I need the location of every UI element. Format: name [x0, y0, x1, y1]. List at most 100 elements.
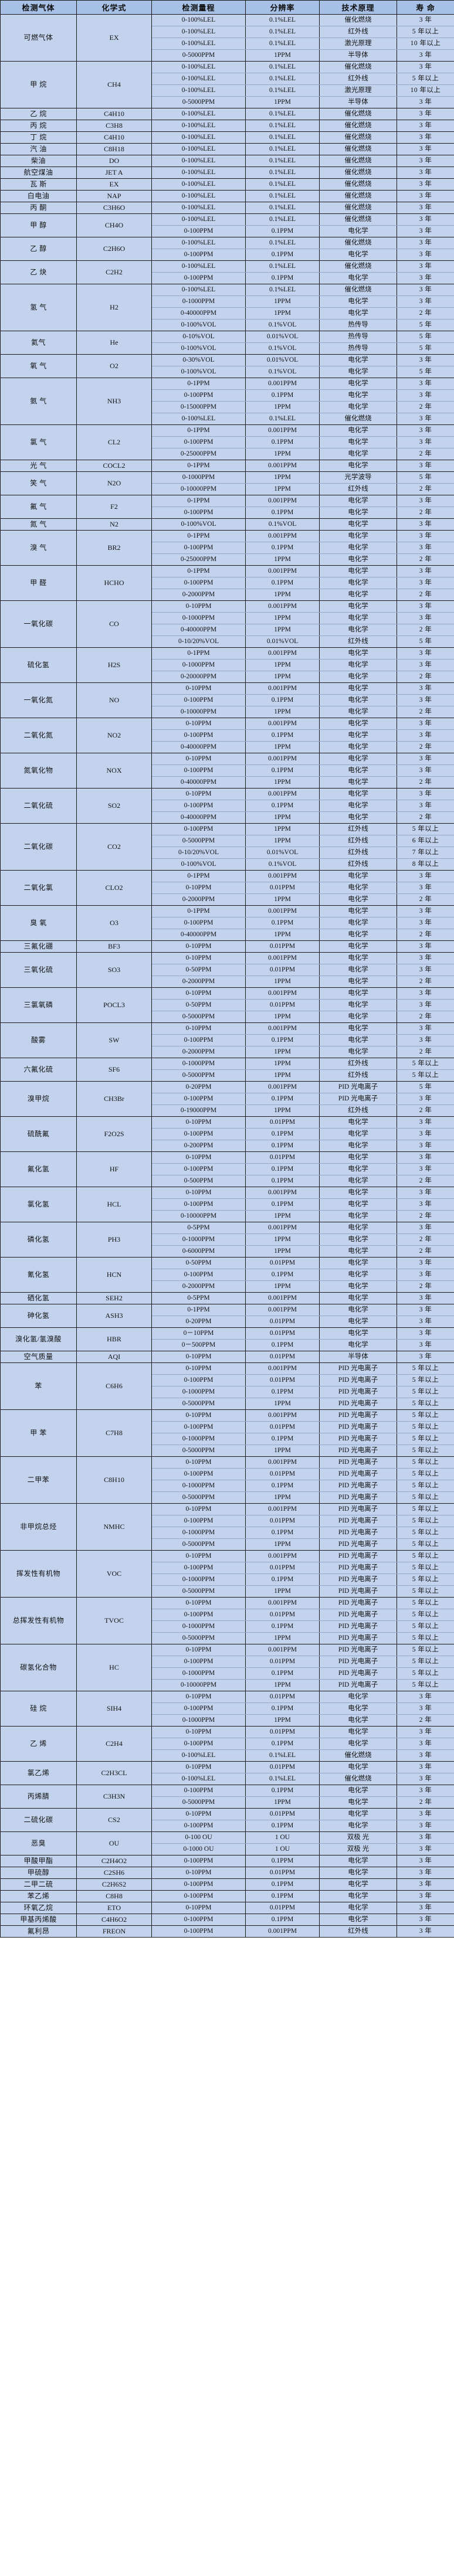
table-row: 二氧化碳 CO2 0-100PPM 1PPM 红外线 5 年以上	[0, 823, 454, 871]
cell-resolution: 0.1%LEL	[245, 108, 320, 120]
cell-gas-name: 臭 氧	[0, 905, 77, 941]
cell-technology: 电化学	[319, 741, 397, 753]
cell-lifetime: 2 年	[397, 776, 454, 789]
cell-gas-name: 乙 炔	[0, 260, 77, 284]
table-row: 0-25000PPM 1PPM 电化学 2 年	[1, 448, 454, 460]
cell-resolution: 1PPM	[245, 483, 320, 495]
cell-technology: 双极 光	[319, 1843, 397, 1855]
cell-detection-range: 0-100%VOL	[151, 518, 246, 531]
cell-chemical-formula: NO2	[76, 718, 152, 753]
cell-lifetime: 2 年	[397, 741, 454, 753]
cell-lifetime: 5 年以上	[397, 1620, 454, 1633]
cell-gas-name: 碳氢化合物	[0, 1644, 77, 1691]
cell-detection-range: 0-1000PPM	[151, 1527, 246, 1539]
cell-resolution: 0.1%LEL	[245, 166, 320, 179]
table-row: 0-10000PPM 1PPM 电化学 2 年	[1, 1210, 454, 1222]
table-row: 0-100PPM 0.1PPM 电化学 3 年	[1, 1198, 454, 1211]
cell-lifetime: 2 年	[397, 307, 454, 320]
cell-chemical-formula: HF	[76, 1151, 152, 1187]
cell-resolution: 0.1PPM	[245, 1855, 320, 1867]
cell-gas-name: 氦气	[0, 331, 77, 355]
cell-resolution: 1PPM	[245, 96, 320, 108]
cell-resolution: 0.01PPM	[245, 1257, 320, 1269]
table-row: 酸雾 SW 0-10PPM 0.001PPM 电化学 3 年	[0, 1022, 454, 1058]
table-row: 空气质量 AQI 0-10PPM 0.01PPM 半导体 3 年	[0, 1351, 454, 1363]
cell-detection-range: 0-1000PPM	[151, 1058, 246, 1070]
cell-resolution: 0.1%VOL	[245, 366, 320, 378]
cell-gas-name: 丙 酮	[0, 202, 77, 214]
cell-chemical-formula: SO2	[76, 788, 152, 824]
cell-lifetime: 3 年	[397, 600, 454, 613]
cell-gas-name: 柴油	[0, 155, 77, 167]
cell-lifetime: 2 年	[397, 624, 454, 636]
cell-resolution: 1PPM	[245, 1679, 320, 1691]
cell-resolution: 1PPM	[245, 1491, 320, 1504]
cell-resolution: 0.001PPM	[245, 1409, 320, 1422]
table-row: 0-100%LEL 0.1%LEL 激光原理 10 年以上	[1, 84, 454, 97]
cell-gas-name: 汽 油	[0, 143, 77, 155]
cell-lifetime: 3 年	[397, 260, 454, 273]
cell-gas-name: 二甲二硫	[0, 1878, 77, 1891]
cell-lifetime: 3 年	[397, 49, 454, 62]
cell-resolution: 0.1%LEL	[245, 155, 320, 167]
cell-chemical-formula: SEH2	[76, 1292, 152, 1304]
cell-chemical-formula: C2H4	[76, 1726, 152, 1762]
cell-chemical-formula: SO3	[76, 952, 152, 988]
cell-detection-range: 0-100%LEL	[151, 1773, 246, 1785]
cell-lifetime: 3 年	[397, 612, 454, 624]
cell-resolution: 1PPM	[245, 929, 320, 941]
table-row: 0-1000PPM 1PPM 电化学 2 年	[1, 1233, 454, 1246]
cell-lifetime: 10 年以上	[397, 38, 454, 50]
cell-lifetime: 2 年	[397, 706, 454, 718]
cell-lifetime: 5 年以上	[397, 1445, 454, 1457]
cell-gas-name: 乙 烯	[0, 1726, 77, 1762]
cell-detection-range: 0-10PPM	[151, 987, 246, 1000]
cell-detection-range: 0-100PPM	[151, 823, 246, 835]
cell-lifetime: 3 年	[397, 460, 454, 472]
cell-detection-range: 0-100PPM	[151, 1163, 246, 1175]
cell-detection-range: 0-100%LEL	[151, 61, 246, 73]
cell-resolution: 0.1PPM	[245, 917, 320, 929]
cell-lifetime: 3 年	[397, 964, 454, 976]
cell-technology: 红外线	[319, 635, 397, 648]
cell-detection-range: 0-100PPM	[151, 1878, 246, 1891]
table-row: 0-100PPM 0.1PPM 电化学 3 年	[1, 272, 454, 284]
cell-lifetime: 3 年	[397, 61, 454, 73]
cell-detection-range: 0-100%LEL	[151, 190, 246, 202]
cell-lifetime: 5 年以上	[397, 1409, 454, 1422]
cell-resolution: 0.001PPM	[245, 1222, 320, 1234]
cell-technology: 电化学	[319, 1796, 397, 1809]
cell-technology: 电化学	[319, 1034, 397, 1046]
cell-technology: 催化燃烧	[319, 1773, 397, 1785]
cell-technology: 电化学	[319, 1738, 397, 1750]
cell-detection-range: 0-100%LEL	[151, 155, 246, 167]
cell-resolution: 0.1PPM	[245, 1198, 320, 1211]
table-row: 0-1000PPM 0.1PPM PID 光电离子 5 年以上	[1, 1386, 454, 1398]
cell-resolution: 0.1PPM	[245, 1093, 320, 1105]
table-row: 非甲烷总烃 NMHC 0-10PPM 0.001PPM PID 光电离子 5 年以上	[0, 1503, 454, 1551]
table-row: 三氯氧磷 POCL3 0-10PPM 0.001PPM 电化学 3 年	[0, 987, 454, 1023]
cell-technology: 红外线	[319, 1069, 397, 1082]
cell-technology: 电化学	[319, 647, 397, 660]
cell-lifetime: 2 年	[397, 1233, 454, 1246]
cell-resolution: 0.1PPM	[245, 1574, 320, 1586]
cell-technology: 电化学	[319, 448, 397, 460]
cell-gas-name: 氮 气	[0, 518, 77, 531]
cell-technology: PID 光电离子	[319, 1620, 397, 1633]
cell-lifetime: 7 年以上	[397, 847, 454, 859]
cell-chemical-formula: FREON	[76, 1925, 152, 1938]
table-row: 氯乙烯 C2H3CL 0-10PPM 0.01PPM 电化学 3 年	[0, 1761, 454, 1785]
cell-resolution: 0.01%VOL	[245, 331, 320, 343]
table-row: 0-40000PPM 1PPM 电化学 2 年	[1, 811, 454, 824]
cell-resolution: 0.1PPM	[245, 729, 320, 742]
cell-resolution: 0.01PPM	[245, 999, 320, 1011]
cell-lifetime: 3 年	[397, 1855, 454, 1867]
cell-detection-range: 0-10PPM	[151, 1597, 246, 1609]
cell-chemical-formula: SIH4	[76, 1691, 152, 1727]
cell-resolution: 1PPM	[245, 776, 320, 789]
cell-detection-range: 0-100PPM	[151, 577, 246, 589]
table-row: 苯乙烯 C8H8 0-100PPM 0.1PPM 电化学 3 年	[0, 1890, 454, 1902]
cell-lifetime: 5 年以上	[397, 1362, 454, 1375]
cell-resolution: 0.1%LEL	[245, 202, 320, 214]
cell-technology: 催化燃烧	[319, 143, 397, 155]
